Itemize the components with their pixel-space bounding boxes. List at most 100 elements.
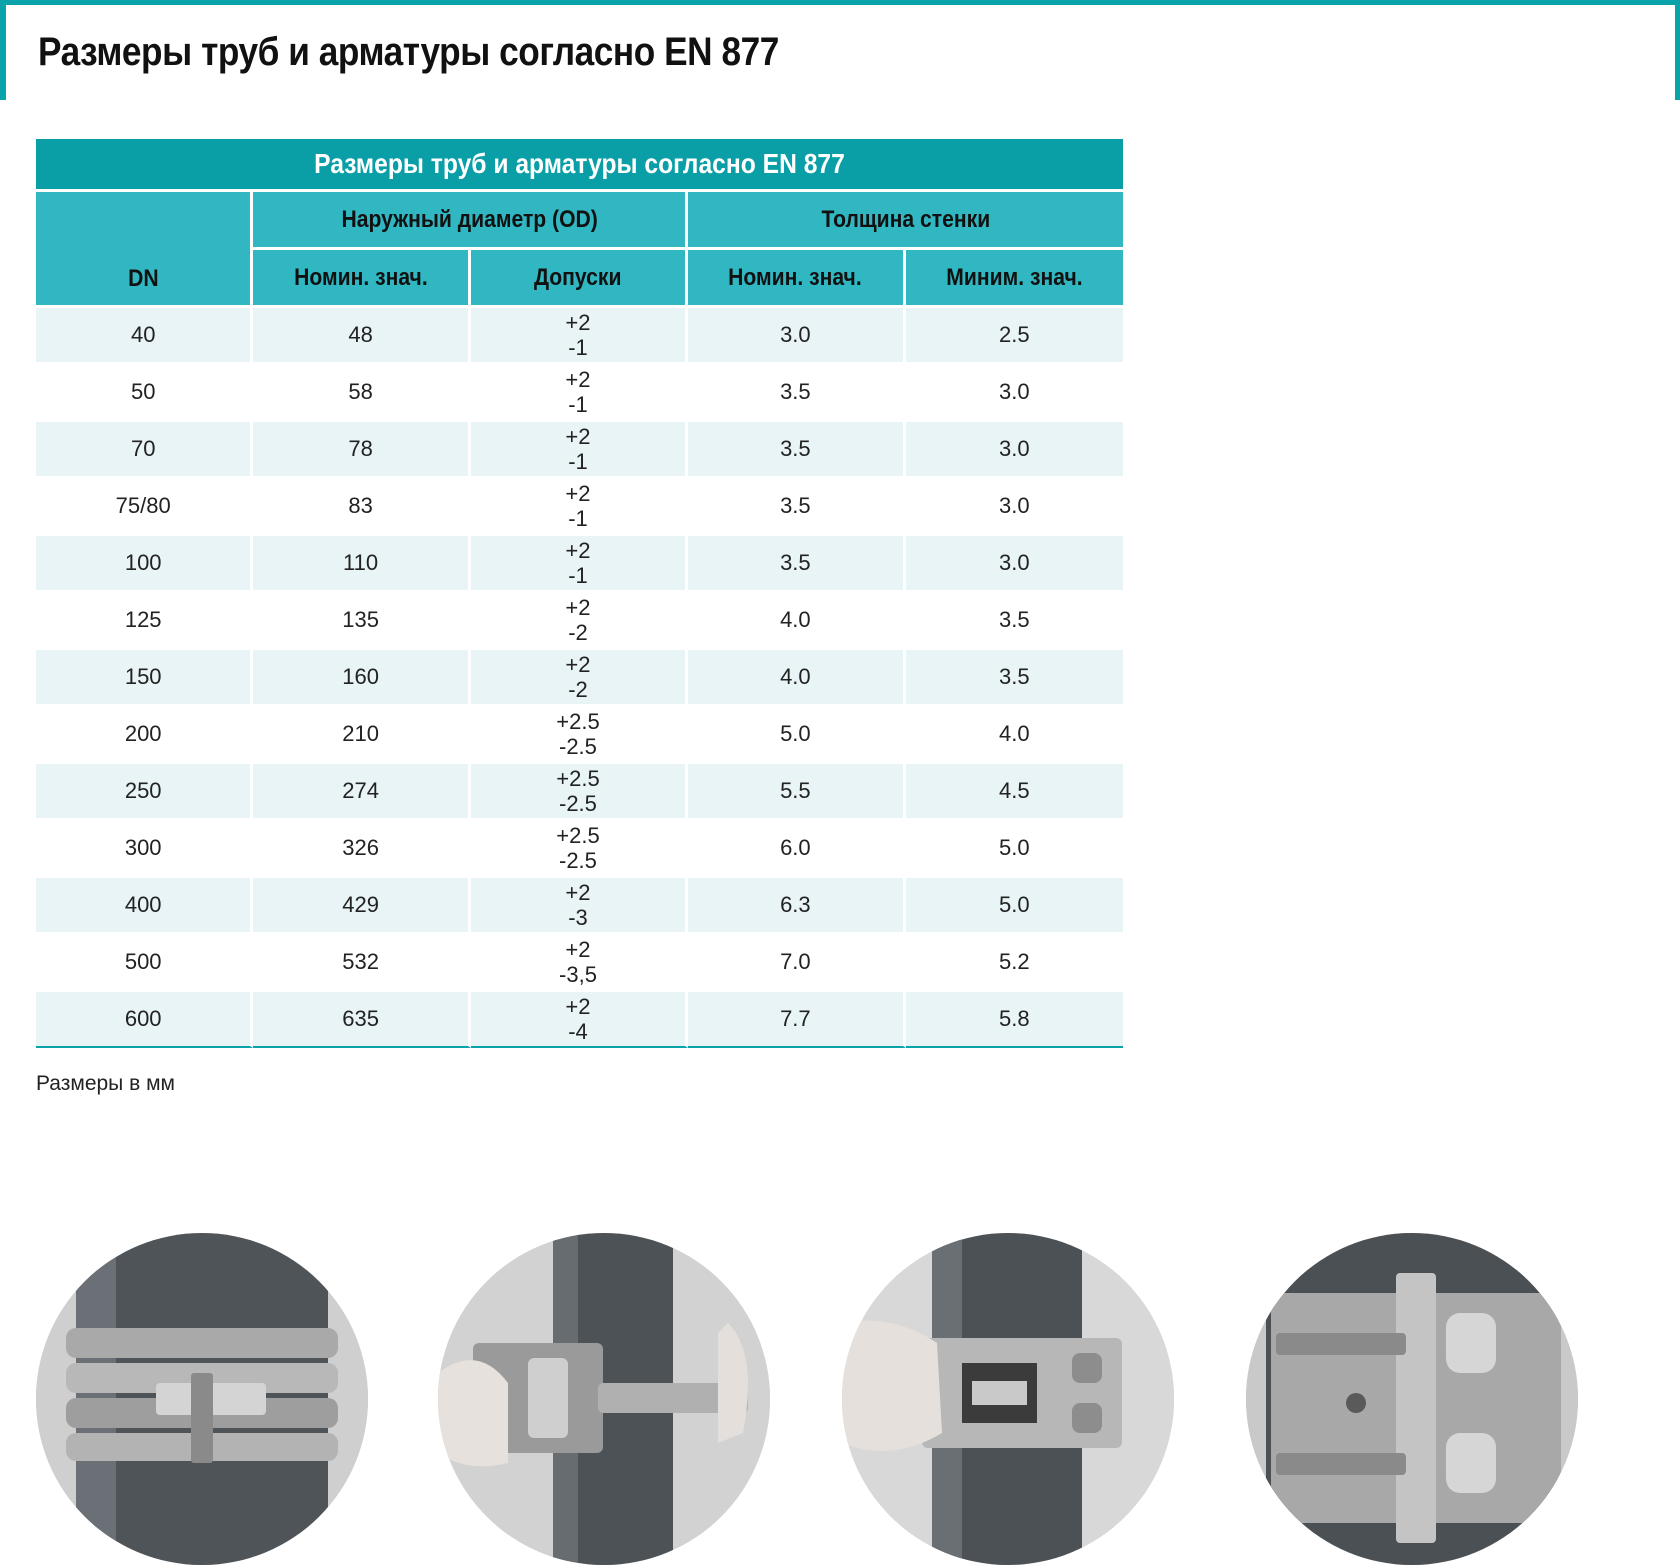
od-nominal-cell: 135 — [253, 593, 471, 650]
tolerance-plus: +2 — [565, 651, 591, 677]
wall-min-cell: 3.0 — [905, 479, 1123, 536]
tolerance-cell: +2 -2 — [470, 650, 689, 707]
tolerance-plus: +2 — [565, 537, 591, 563]
wall-nominal-cell: 4.0 — [688, 650, 906, 707]
dn-cell: 200 — [36, 707, 254, 764]
dn-cell: 250 — [36, 764, 254, 821]
table-row: 150 160 +2 -2 4.0 3.5 — [36, 650, 1123, 707]
od-nominal-cell: 429 — [253, 878, 471, 935]
table-row: 600 635 +2 -4 7.7 5.8 — [36, 992, 1123, 1048]
dn-cell: 40 — [36, 308, 254, 365]
od-nominal-cell: 274 — [253, 764, 471, 821]
wall-min-cell: 5.8 — [905, 992, 1123, 1048]
tolerance-cell: +2 -1 — [470, 479, 689, 536]
od-nominal-header: Номин. знач. — [253, 250, 471, 308]
dn-cell: 75/80 — [36, 479, 254, 536]
tolerance-plus: +2 — [565, 993, 591, 1019]
od-nominal-cell: 532 — [253, 935, 471, 992]
dn-cell: 100 — [36, 536, 254, 593]
wall-nominal-cell: 3.5 — [688, 479, 906, 536]
tolerance-cell: +2 -3 — [470, 878, 689, 935]
table-row: 500 532 +2 -3,5 7.0 5.2 — [36, 935, 1123, 992]
wall-min-cell: 4.0 — [905, 707, 1123, 764]
dn-cell: 500 — [36, 935, 254, 992]
pipe-coupling-photo — [36, 1233, 368, 1565]
tolerance-plus: +2.5 — [556, 765, 600, 791]
od-nominal-cell: 58 — [253, 365, 471, 422]
page-title: Размеры труб и арматуры согласно EN 877 — [38, 30, 779, 74]
spec-table: Размеры труб и арматуры согласно EN 877 … — [36, 139, 1123, 1048]
tolerance-plus: +2.5 — [556, 708, 600, 734]
tolerance-minus: -2 — [568, 677, 588, 702]
tolerance-minus: -2.5 — [559, 848, 597, 873]
units-note: Размеры в мм — [36, 1072, 175, 1095]
header-group-row: DN Наружный диаметр (OD) Толщина стенки — [36, 192, 1123, 308]
od-nominal-cell: 160 — [253, 650, 471, 707]
table-row: 50 58 +2 -1 3.5 3.0 — [36, 365, 1123, 422]
dn-header: DN — [36, 192, 254, 308]
tolerance-minus: -2 — [568, 620, 588, 645]
header-sub-row: Номин. знач. Допуски Номин. знач. Миним.… — [36, 250, 1123, 308]
od-nominal-cell: 83 — [253, 479, 471, 536]
frame-left-border — [0, 0, 6, 100]
dn-cell: 125 — [36, 593, 254, 650]
wall-min-cell: 5.0 — [905, 878, 1123, 935]
tolerance-plus: +2 — [565, 366, 591, 392]
tolerance-cell: +2 -4 — [470, 992, 689, 1048]
wall-nominal-cell: 3.5 — [688, 536, 906, 593]
tolerance-minus: -1 — [568, 392, 588, 417]
wall-group-header: Толщина стенки — [688, 192, 1123, 250]
wall-nominal-cell: 3.0 — [688, 308, 906, 365]
tolerance-plus: +2.5 — [556, 822, 600, 848]
wall-min-cell: 3.0 — [905, 422, 1123, 479]
dn-cell: 300 — [36, 821, 254, 878]
wall-min-cell: 5.0 — [905, 821, 1123, 878]
frame-top-border — [0, 0, 1680, 5]
od-tolerance-header: Допуски — [470, 250, 689, 308]
wall-nominal-cell: 7.0 — [688, 935, 906, 992]
tolerance-cell: +2 -1 — [470, 422, 689, 479]
od-group-header: Наружный диаметр (OD) — [253, 192, 689, 250]
table-row: 40 48 +2 -1 3.0 2.5 — [36, 308, 1123, 365]
wall-min-cell: 3.0 — [905, 536, 1123, 593]
wall-nominal-header: Номин. знач. — [688, 250, 906, 308]
wall-nominal-cell: 3.5 — [688, 365, 906, 422]
tolerance-minus: -1 — [568, 563, 588, 588]
table-row: 200 210 +2.5 -2.5 5.0 4.0 — [36, 707, 1123, 764]
tolerance-plus: +2 — [565, 594, 591, 620]
wall-min-header: Миним. знач. — [905, 250, 1123, 308]
tolerance-minus: -3 — [568, 905, 588, 930]
od-nominal-cell: 210 — [253, 707, 471, 764]
wall-min-cell: 4.5 — [905, 764, 1123, 821]
tolerance-cell: +2 -1 — [470, 536, 689, 593]
dn-cell: 150 — [36, 650, 254, 707]
dn-cell: 50 — [36, 365, 254, 422]
tolerance-plus: +2 — [565, 423, 591, 449]
table-body: 40 48 +2 -1 3.0 2.5 50 58 +2 -1 3.5 3.0 70 78 +2 -1 3.5 3… — [36, 308, 1123, 1048]
tolerance-minus: -1 — [568, 335, 588, 360]
od-nominal-cell: 326 — [253, 821, 471, 878]
wall-nominal-cell: 4.0 — [688, 593, 906, 650]
wall-min-cell: 3.0 — [905, 365, 1123, 422]
wall-nominal-cell: 5.5 — [688, 764, 906, 821]
tolerance-plus: +2 — [565, 480, 591, 506]
tolerance-cell: +2.5 -2.5 — [470, 821, 689, 878]
table-caption: Размеры труб и арматуры согласно EN 877 — [36, 139, 1123, 192]
table-row: 70 78 +2 -1 3.5 3.0 — [36, 422, 1123, 479]
tolerance-minus: -1 — [568, 449, 588, 474]
tolerance-plus: +2 — [565, 936, 591, 962]
table-caption-row: Размеры труб и арматуры согласно EN 877 — [36, 139, 1123, 192]
wall-min-cell: 3.5 — [905, 650, 1123, 707]
coupling-closeup-photo — [1246, 1233, 1578, 1565]
tolerance-cell: +2 -1 — [470, 308, 689, 365]
table-row: 400 429 +2 -3 6.3 5.0 — [36, 878, 1123, 935]
table-row: 250 274 +2.5 -2.5 5.5 4.5 — [36, 764, 1123, 821]
wall-nominal-cell: 6.0 — [688, 821, 906, 878]
frame-right-border — [1675, 0, 1680, 100]
coupling-tighten-photo — [842, 1233, 1174, 1565]
tolerance-cell: +2 -1 — [470, 365, 689, 422]
dn-cell: 400 — [36, 878, 254, 935]
dn-cell: 600 — [36, 992, 254, 1048]
tolerance-cell: +2 -3,5 — [470, 935, 689, 992]
tolerance-cell: +2 -2 — [470, 593, 689, 650]
